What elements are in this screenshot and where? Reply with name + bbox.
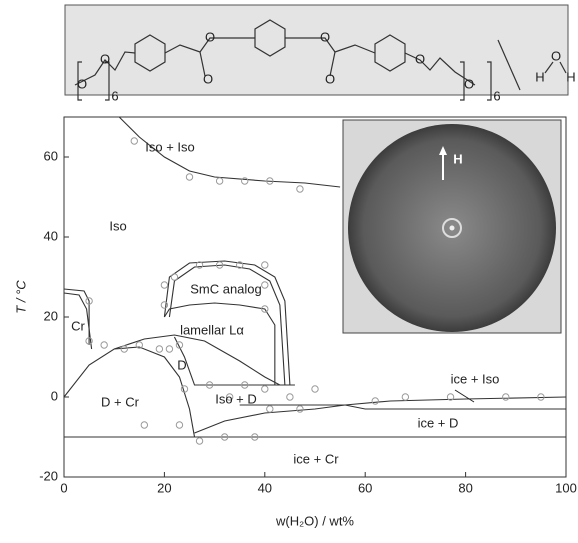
phase-boundary — [240, 405, 566, 409]
structure-box — [65, 5, 568, 100]
atom-label: O — [100, 51, 110, 66]
data-point — [161, 302, 167, 308]
data-point — [141, 422, 147, 428]
atom-label: 6 — [111, 88, 118, 103]
region-label: Iso + Iso — [145, 139, 195, 154]
x-tick-label: 80 — [458, 480, 472, 495]
data-point — [312, 386, 318, 392]
x-tick-label: 0 — [60, 480, 67, 495]
data-point — [161, 282, 167, 288]
data-point — [131, 138, 137, 144]
y-axis-label: T / °C — [13, 280, 28, 314]
region-label: D — [177, 357, 186, 372]
region-label: ice + Cr — [293, 451, 339, 466]
region-label: D + Cr — [101, 394, 140, 409]
atom-label: O — [203, 71, 213, 86]
data-point — [156, 346, 162, 352]
data-point — [121, 346, 127, 352]
atom-label: O — [464, 76, 474, 91]
data-point — [503, 394, 509, 400]
region-label: ice + D — [418, 415, 459, 430]
data-point — [196, 438, 202, 444]
atom-label: O — [415, 51, 425, 66]
y-tick-label: -20 — [39, 468, 58, 483]
region-label: Iso — [109, 218, 126, 233]
data-point — [176, 422, 182, 428]
data-point — [297, 406, 303, 412]
x-axis-label: w(H₂O) / wt% — [275, 513, 354, 528]
x-tick-label: 60 — [358, 480, 372, 495]
x-tick-label: 20 — [157, 480, 171, 495]
data-point — [171, 274, 177, 280]
y-tick-label: 40 — [44, 228, 58, 243]
data-point — [372, 398, 378, 404]
data-point — [262, 386, 268, 392]
atom-label: H — [566, 69, 575, 84]
data-point — [267, 406, 273, 412]
data-point — [262, 282, 268, 288]
data-point — [101, 342, 107, 348]
data-point — [287, 394, 293, 400]
atom-label: O — [205, 29, 215, 44]
x-tick-label: 40 — [258, 480, 272, 495]
region-label: Cr — [71, 318, 85, 333]
data-point — [166, 346, 172, 352]
y-tick-label: 20 — [44, 308, 58, 323]
atom-label: H — [535, 69, 544, 84]
data-point — [186, 174, 192, 180]
inset-photo — [343, 120, 561, 333]
data-point — [262, 262, 268, 268]
y-tick-label: 0 — [51, 388, 58, 403]
region-label: SmC analog — [190, 281, 262, 296]
annotation-arrow — [455, 390, 474, 402]
data-point — [402, 394, 408, 400]
atom-label: O — [320, 29, 330, 44]
data-point — [216, 178, 222, 184]
region-label: lamellar Lα — [180, 322, 244, 337]
atom-label: O — [551, 48, 561, 63]
y-tick-label: 60 — [44, 148, 58, 163]
atom-label: 6 — [493, 88, 500, 103]
region-label: ice + Iso — [451, 371, 500, 386]
region-label: Iso + D — [215, 391, 257, 406]
x-tick-label: 100 — [555, 480, 577, 495]
data-point — [297, 186, 303, 192]
phase-boundary — [114, 335, 280, 385]
atom-label: O — [77, 76, 87, 91]
inset-label: H — [453, 151, 462, 166]
atom-label: O — [325, 71, 335, 86]
phase-boundary — [64, 347, 195, 437]
data-point — [242, 178, 248, 184]
chart: OOOOOOOO66HOH020406080100-200204060w(H₂O… — [0, 0, 578, 538]
